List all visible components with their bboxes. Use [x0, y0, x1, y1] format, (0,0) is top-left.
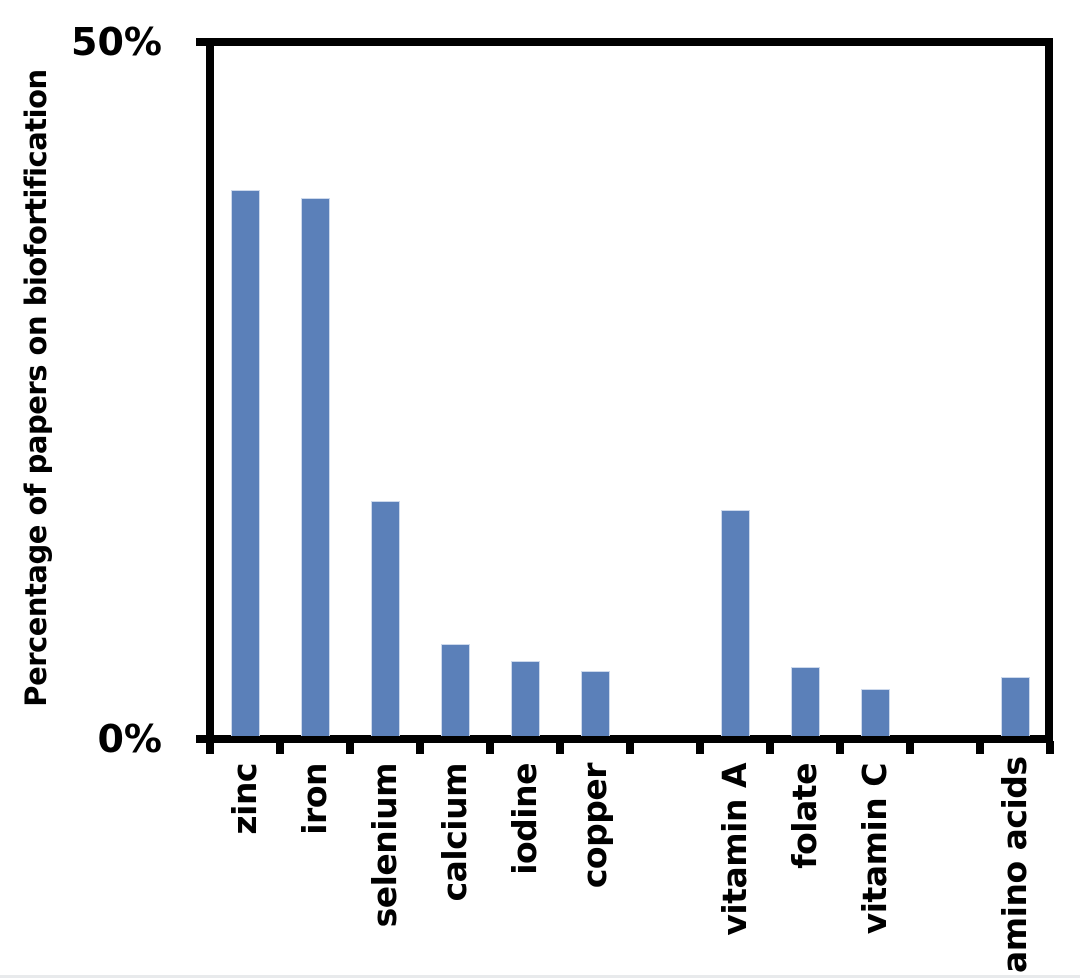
y-axis-title: Percentage of papers on biofortification: [19, 69, 53, 707]
bottom-edge-line: [0, 975, 1080, 978]
x-label-vitamin-a: vitamin A: [715, 763, 754, 936]
bar-zinc: [230, 190, 260, 736]
x-tick-mark-0: [206, 741, 214, 754]
x-label-calcium: calcium: [435, 763, 474, 902]
y-tick-label-50: 50%: [71, 20, 162, 64]
x-tick-mark-8: [766, 741, 774, 754]
plot-area: [206, 38, 1053, 743]
x-tick-mark-9: [836, 741, 844, 754]
x-tick-mark-2: [346, 741, 354, 754]
x-tick-mark-3: [416, 741, 424, 754]
x-label-copper: copper: [575, 763, 614, 889]
y-tick-mark-0: [196, 735, 208, 743]
x-label-amino-acids: amino acids: [995, 756, 1034, 973]
bar-copper: [580, 671, 610, 736]
bar-folate: [790, 667, 820, 736]
x-label-iodine: iodine: [505, 763, 544, 875]
bar-selenium: [370, 501, 400, 736]
y-tick-mark-50: [196, 38, 208, 46]
x-tick-mark-6: [626, 741, 634, 754]
x-tick-mark-1: [276, 741, 284, 754]
x-tick-mark-11: [976, 741, 984, 754]
x-label-vitamin-c: vitamin C: [855, 763, 894, 935]
x-label-zinc: zinc: [225, 763, 264, 835]
x-label-iron: iron: [295, 763, 334, 835]
y-tick-label-0: 0%: [97, 717, 162, 761]
bar-amino-acids: [1000, 677, 1030, 736]
x-label-selenium: selenium: [365, 763, 404, 928]
x-tick-mark-7: [696, 741, 704, 754]
bar-vitamin-a: [720, 510, 750, 736]
x-tick-mark-4: [486, 741, 494, 754]
bar-calcium: [440, 644, 470, 736]
x-label-folate: folate: [785, 763, 824, 869]
bar-iron: [300, 198, 330, 736]
x-tick-mark-10: [906, 741, 914, 754]
bar-iodine: [510, 661, 540, 736]
x-tick-mark-12: [1046, 741, 1054, 754]
x-tick-mark-5: [556, 741, 564, 754]
bar-vitamin-c: [860, 689, 890, 736]
